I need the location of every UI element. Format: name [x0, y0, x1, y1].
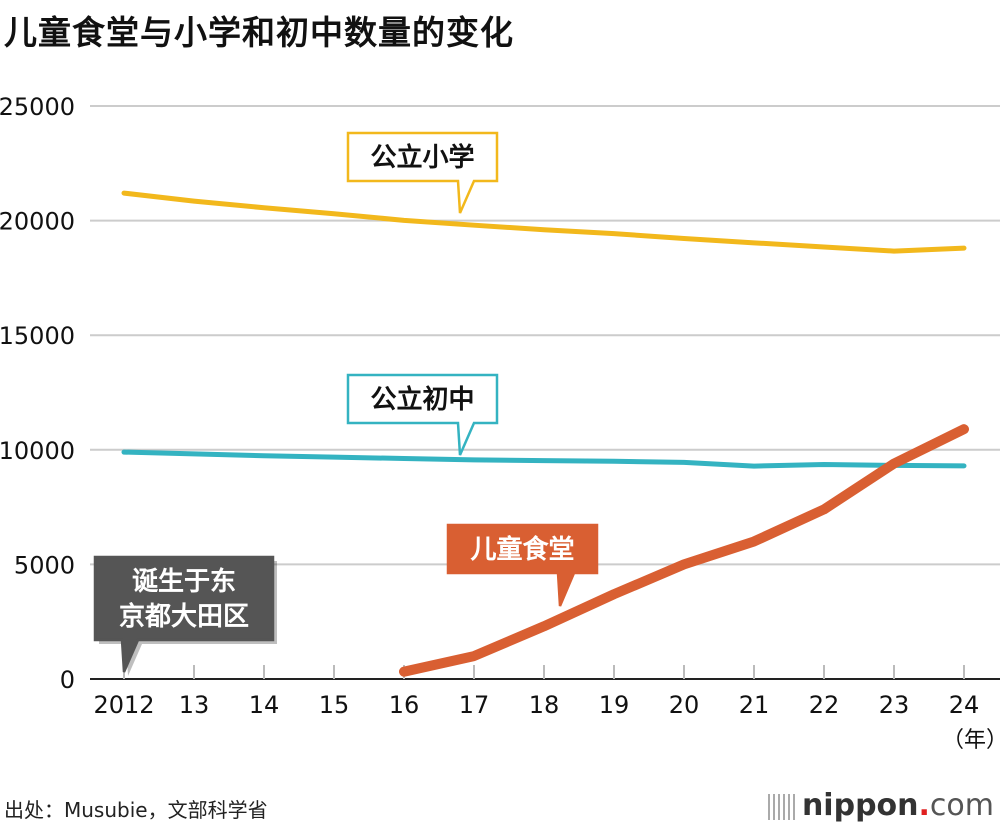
x-tick-label: 15: [319, 691, 350, 719]
callout-origin-label: 京都大田区: [119, 601, 249, 632]
callout-elementary-label: 公立小学: [370, 142, 474, 173]
y-tick-label: 15000: [0, 322, 75, 350]
y-tick-label: 20000: [0, 208, 75, 236]
logo-dot: .: [918, 788, 930, 823]
callout-elementary-box: [346, 131, 499, 214]
logo-bars-icon: [767, 793, 798, 820]
x-tick-label: 17: [459, 691, 490, 719]
callout-origin-label: 诞生于东: [132, 566, 236, 597]
series-line-1: [121, 449, 967, 469]
y-tick-label: 25000: [0, 93, 75, 121]
nippon-logo: nippon.com: [767, 788, 994, 823]
x-tick-label: 23: [879, 691, 910, 719]
callout-origin-box: [93, 555, 275, 673]
logo-suffix: com: [929, 788, 994, 823]
y-tick-label: 10000: [0, 437, 75, 465]
y-tick-label: 5000: [14, 551, 75, 579]
callout-junior-high-label: 公立初中: [370, 384, 474, 415]
x-tick-label: 16: [389, 691, 420, 719]
x-unit-label: （年）: [942, 728, 1000, 753]
x-tick-label: 22: [809, 691, 840, 719]
callout-kodomo-shokudo-box: [446, 523, 599, 607]
line-chart: 0 5000 10000 15000 20000 25000 2012 13 14 15 16 17 1…: [0, 93, 1000, 753]
callout-junior-high-box: [346, 373, 499, 456]
logo-name: nippon: [801, 788, 919, 823]
x-tick-label: 18: [529, 691, 560, 719]
x-tick-label: 21: [739, 691, 770, 719]
x-tick-label: 13: [179, 691, 210, 719]
chart-title: 儿童食堂与小学和初中数量的变化: [4, 13, 514, 52]
x-tick-label: 2012: [93, 691, 154, 719]
y-tick-label: 0: [60, 666, 75, 694]
x-tick-label: 24: [949, 691, 980, 719]
callout-kodomo-shokudo-label: 儿童食堂: [470, 534, 574, 565]
x-tick-label: 14: [249, 691, 280, 719]
series-line-2: [399, 424, 969, 677]
x-tick-label: 19: [599, 691, 630, 719]
series-line-0: [121, 190, 967, 254]
source-note: 出处：Musubie，文部科学省: [4, 798, 268, 822]
x-tick-label: 20: [669, 691, 700, 719]
